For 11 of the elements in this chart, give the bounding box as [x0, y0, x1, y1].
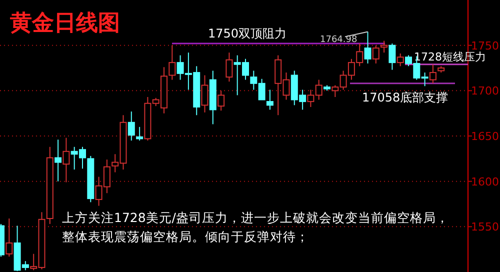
y-tick-label: 1750 [471, 39, 499, 52]
ref-line-label: 1750双顶阻力 [208, 26, 287, 41]
y-tick-label: 1650 [471, 130, 499, 143]
annotation: 上方关注1728美元/盎司压力，进一步上破就会改变当前偏空格局， [62, 210, 450, 225]
y-tick-label: 1700 [471, 84, 499, 98]
y-tick-label: 1550 [471, 220, 499, 234]
ref-line-label: 17058底部支撑 [362, 90, 448, 104]
annotation: 1764.98 [320, 34, 358, 45]
text: 黄金日线图 [9, 11, 120, 36]
y-tick-label: 1600 [471, 175, 499, 188]
annotation: 整体表现震荡偏空格局。倾向于反弹对待； [62, 229, 309, 244]
